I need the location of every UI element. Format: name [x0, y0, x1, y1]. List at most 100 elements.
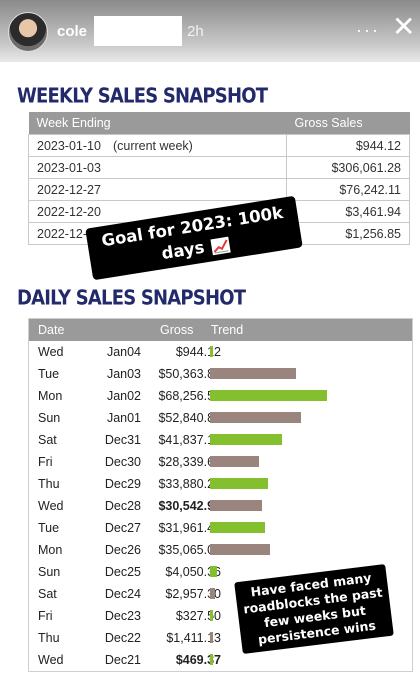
- redaction-box: [94, 16, 182, 46]
- table-row: 2022-12-27 $76,242.11: [28, 178, 410, 201]
- goal-sticker: Goal for 2023: 100k days: [85, 195, 303, 281]
- day-cell: Wed: [38, 499, 64, 513]
- trend-bar: [210, 588, 215, 599]
- more-options-icon[interactable]: ···: [356, 20, 380, 40]
- day-cell: Tue: [38, 521, 60, 535]
- daily-sales-table: Date Gross Trend Wed Jan04 $944.12 Tue Jan03…: [28, 318, 413, 672]
- week-ending-date: 2023-01-03: [37, 160, 101, 175]
- username[interactable]: cole: [57, 23, 88, 40]
- trend-bar: [210, 566, 217, 577]
- day-cell: Sat: [38, 433, 57, 447]
- trend-bar: [210, 522, 265, 533]
- column-header-gross: Gross: [160, 323, 194, 337]
- gross-sales-cell: $3,461.94: [286, 200, 410, 223]
- close-icon[interactable]: ✕: [392, 11, 416, 42]
- gross-sales-cell: $944.12: [286, 134, 410, 157]
- table-row: Sat Dec31 $41,837.19: [29, 429, 412, 451]
- avatar[interactable]: [8, 12, 48, 52]
- trend-bar: [210, 654, 213, 665]
- gross-cell: $41,837.19: [158, 433, 221, 447]
- gross-cell: $50,363.85: [158, 367, 221, 381]
- gross-cell: $327.50: [175, 609, 221, 623]
- week-ending-date: 2022-12-20: [37, 204, 101, 219]
- table-row: Fri Dec23 $327.50: [29, 605, 412, 627]
- date-cell: Jan01: [106, 411, 141, 425]
- trend-bar: [210, 500, 262, 511]
- trend-bar: [210, 610, 213, 621]
- trend-bar: [210, 456, 259, 467]
- gross-cell: $35,065.00: [158, 543, 221, 557]
- week-ending-date: 2022-12-27: [37, 182, 101, 197]
- date-cell: Jan04: [106, 345, 141, 359]
- daily-table-header: Date Gross Trend: [29, 319, 412, 341]
- gross-cell: $33,880.21: [158, 477, 221, 491]
- date-cell: Dec22: [104, 631, 141, 645]
- post-time: 2h: [187, 23, 204, 40]
- gross-cell: $2,957.30: [165, 587, 221, 601]
- table-row: Wed Jan04 $944.12: [29, 341, 412, 363]
- day-cell: Thu: [38, 477, 60, 491]
- gross-cell: $1,411.13: [166, 631, 221, 645]
- trend-bar: [210, 544, 270, 555]
- table-row: Sun Dec25 $4,050.36: [29, 561, 412, 583]
- gross-cell: $52,840.82: [158, 411, 221, 425]
- story-header: cole 2h ··· ✕: [0, 0, 420, 62]
- weekly-sales-title: WEEKLY SALES SNAPSHOT: [17, 84, 268, 109]
- trend-bar: [210, 434, 282, 445]
- gross-sales-cell: $76,242.11: [286, 178, 410, 201]
- trend-bar: [210, 368, 296, 379]
- week-note: (current week): [112, 138, 193, 153]
- date-cell: Dec21: [104, 653, 141, 667]
- week-ending-cell: 2022-12-27: [28, 178, 287, 201]
- date-cell: Dec25: [104, 565, 141, 579]
- table-row: Wed Dec21 $469.37: [29, 649, 412, 671]
- gross-cell: $68,256.59: [158, 389, 221, 403]
- date-cell: Dec31: [104, 433, 141, 447]
- gross-cell: $944.12: [175, 345, 221, 359]
- chart-increasing-icon: [210, 236, 232, 255]
- table-row: 2023-01-03 $306,061.28: [28, 156, 410, 179]
- day-cell: Wed: [38, 345, 64, 359]
- gross-cell: $4,050.36: [165, 565, 221, 579]
- day-cell: Thu: [38, 631, 60, 645]
- week-ending-cell: 2023-01-10 (current week): [28, 134, 287, 157]
- day-cell: Sun: [38, 565, 61, 579]
- week-ending-date: 2022-12-13: [37, 226, 101, 241]
- table-row: Tue Dec27 $31,961.45: [29, 517, 412, 539]
- gross-sales-cell: $1,256.85: [286, 222, 410, 245]
- table-row: Thu Dec29 $33,880.21: [29, 473, 412, 495]
- week-ending-date: 2023-01-10: [37, 138, 101, 153]
- day-cell: Mon: [38, 543, 63, 557]
- date-cell: Dec28: [104, 499, 141, 513]
- trend-bar: [210, 632, 213, 643]
- trend-bar: [210, 478, 268, 489]
- column-header-gross: Gross Sales: [286, 112, 410, 135]
- table-row: Sun Jan01 $52,840.82: [29, 407, 412, 429]
- day-cell: Fri: [38, 455, 53, 469]
- column-header-date: Date: [38, 323, 65, 337]
- day-cell: Wed: [38, 653, 64, 667]
- date-cell: Dec24: [104, 587, 141, 601]
- table-row: Mon Jan02 $68,256.59: [29, 385, 412, 407]
- gross-cell: $30,542.94: [158, 499, 221, 513]
- gross-cell: $469.37: [175, 653, 221, 667]
- day-cell: Sat: [38, 587, 57, 601]
- gross-sales-cell: $306,061.28: [286, 156, 410, 179]
- daily-sales-title: DAILY SALES SNAPSHOT: [17, 286, 246, 311]
- table-row: Wed Dec28 $30,542.94: [29, 495, 412, 517]
- trend-bar: [210, 390, 327, 401]
- table-row: Tue Jan03 $50,363.85: [29, 363, 412, 385]
- trend-bar: [210, 346, 213, 357]
- trend-bar: [210, 412, 301, 423]
- day-cell: Fri: [38, 609, 53, 623]
- day-cell: Tue: [38, 367, 60, 381]
- day-cell: Sun: [38, 411, 61, 425]
- column-header-week: Week Ending: [28, 112, 287, 135]
- date-cell: Dec26: [104, 543, 141, 557]
- date-cell: Jan02: [106, 389, 141, 403]
- table-row: Sat Dec24 $2,957.30: [29, 583, 412, 605]
- gross-cell: $28,339.68: [158, 455, 221, 469]
- date-cell: Dec30: [104, 455, 141, 469]
- date-cell: Jan03: [106, 367, 141, 381]
- date-cell: Dec23: [104, 609, 141, 623]
